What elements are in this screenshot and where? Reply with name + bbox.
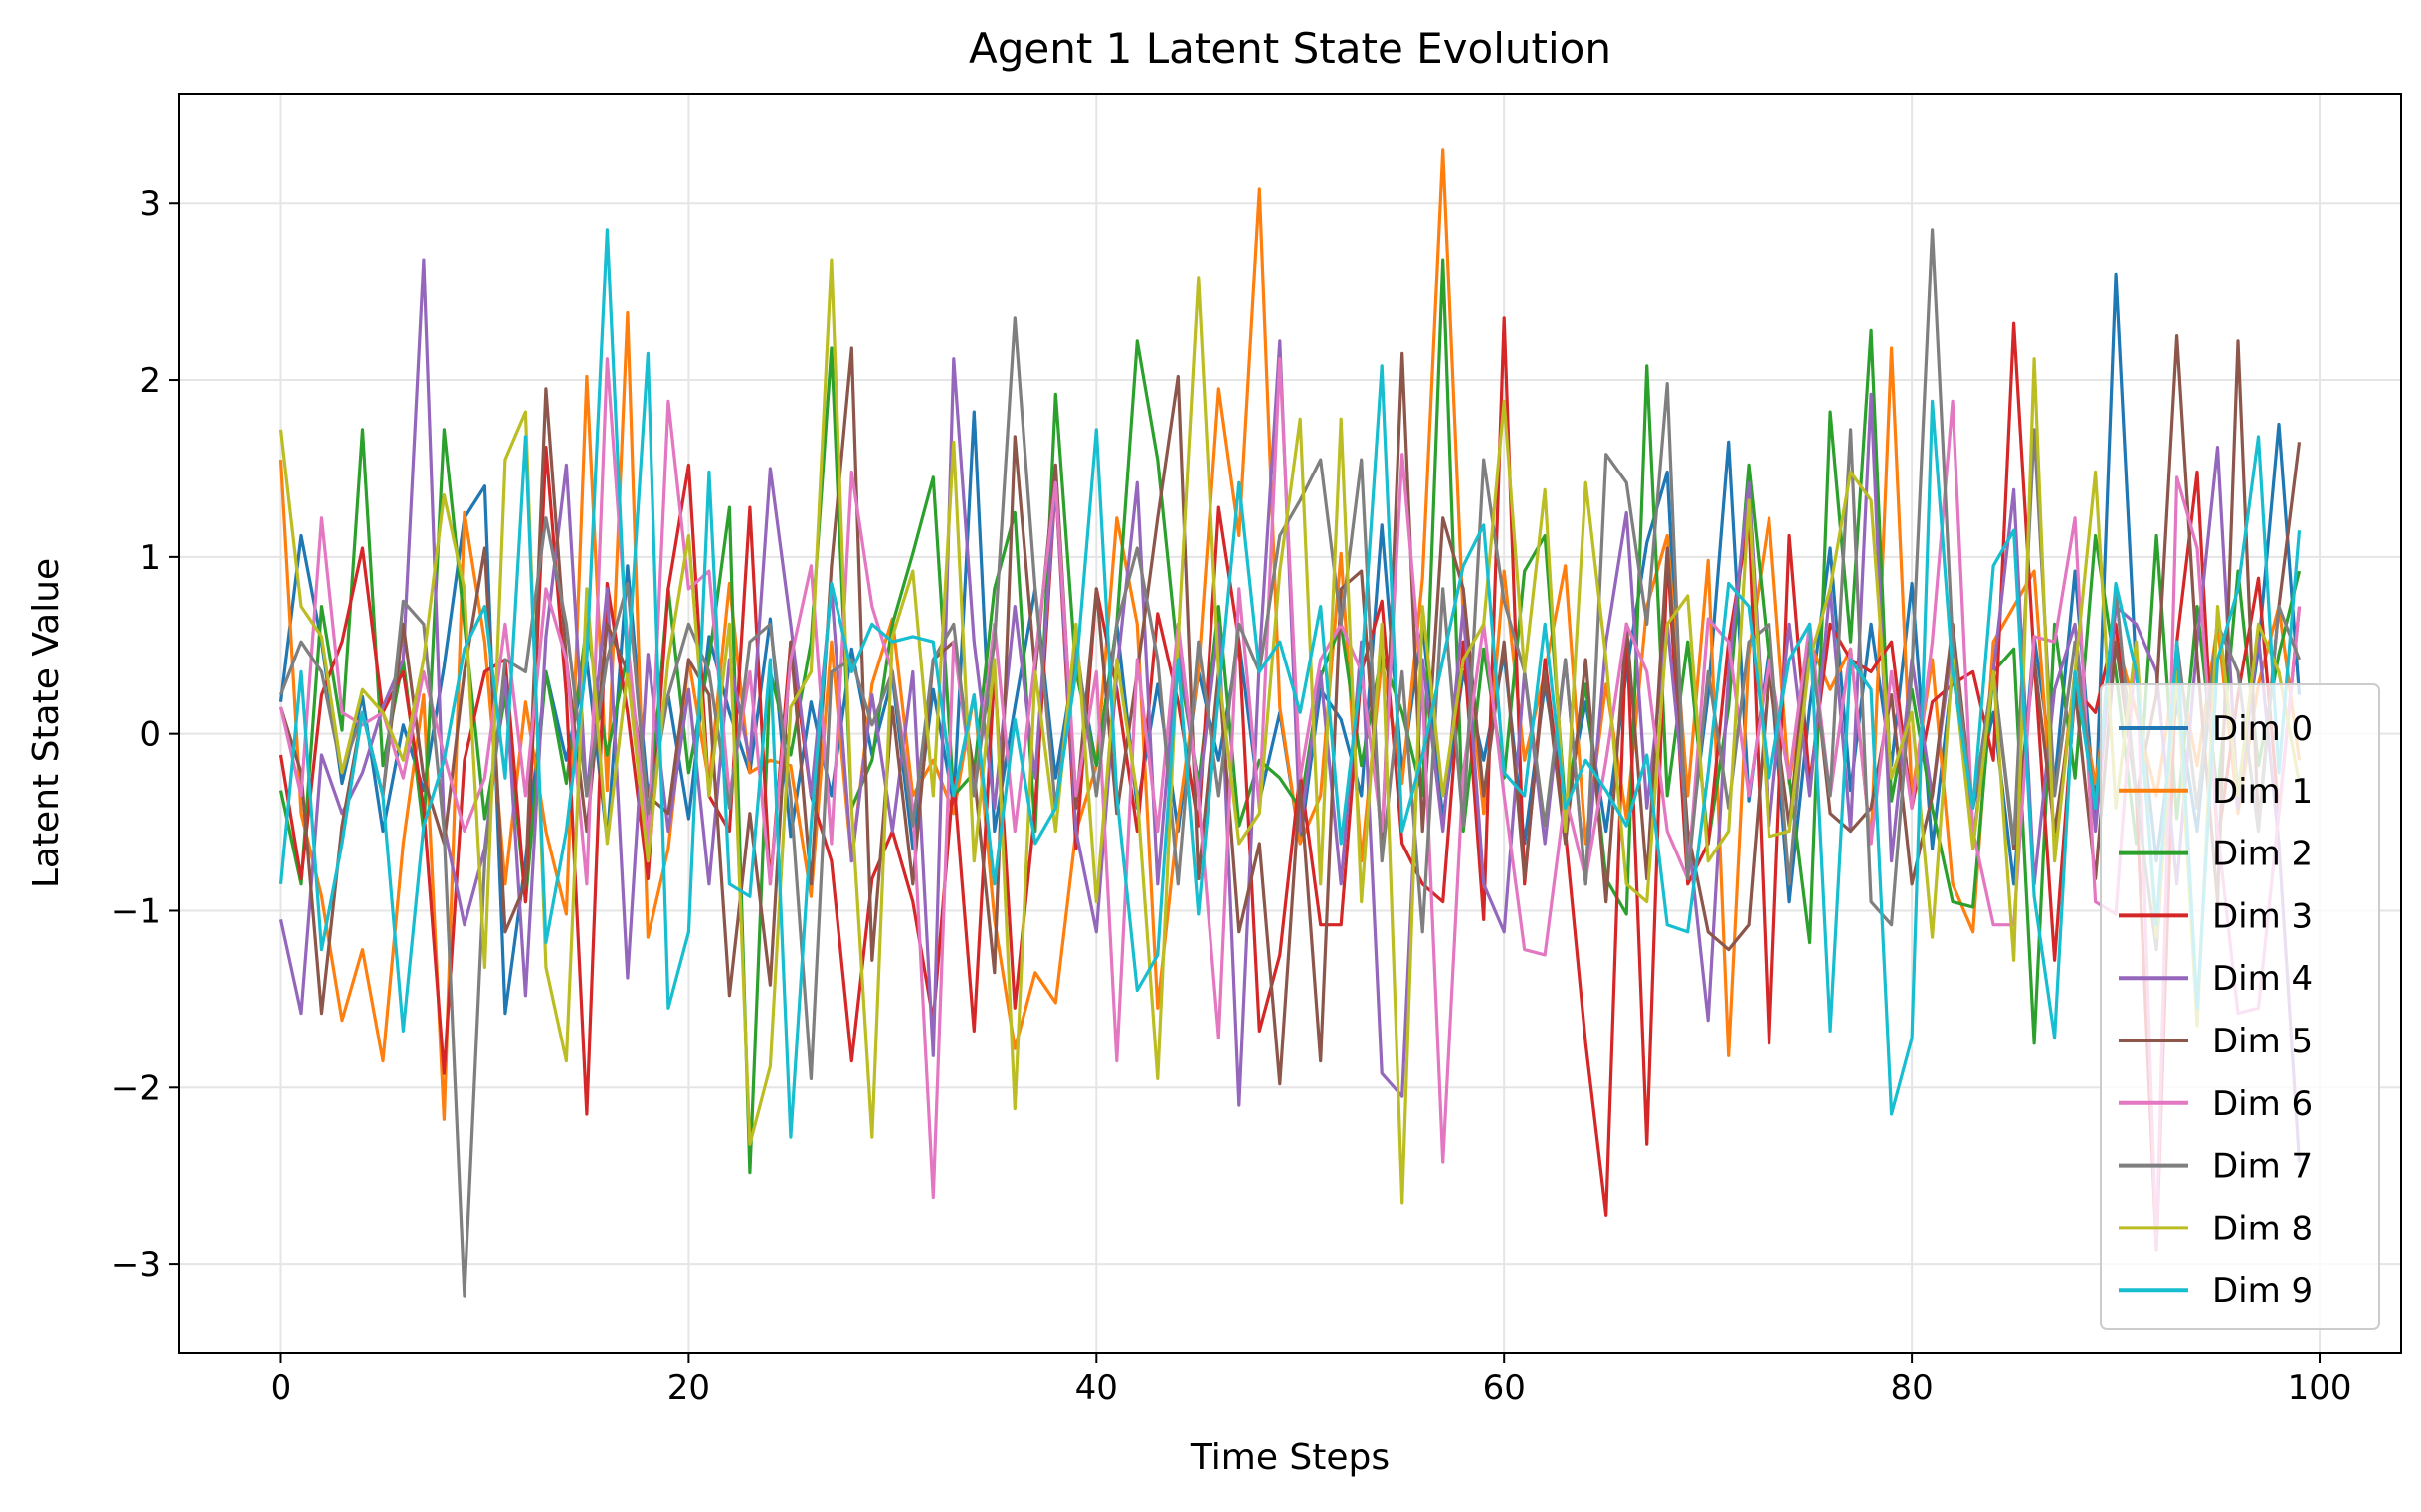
x-tick-label: 0 xyxy=(271,1368,292,1408)
y-tick-label: −2 xyxy=(111,1068,161,1108)
x-axis-ticks: 0 20 40 60 80 100 xyxy=(271,1353,2352,1408)
series-line-dim-8 xyxy=(279,258,2302,1205)
series-line-dim-1 xyxy=(279,148,2302,1121)
legend-entry-label: Dim 5 xyxy=(2212,1022,2313,1061)
legend-entry-label: Dim 9 xyxy=(2212,1271,2313,1311)
y-tick-label: 1 xyxy=(139,538,161,578)
x-tick-label: 20 xyxy=(667,1368,710,1408)
plot-frame xyxy=(178,93,2402,1354)
y-axis-ticks: −3 −2 −1 0 1 2 3 xyxy=(111,184,179,1285)
y-tick-label: 3 xyxy=(139,184,161,224)
legend-entry-label: Dim 2 xyxy=(2212,835,2313,874)
legend-entry-label: Dim 7 xyxy=(2212,1147,2313,1187)
legend-entry-label: Dim 1 xyxy=(2212,772,2313,812)
x-tick-label: 80 xyxy=(1890,1368,1933,1408)
legend-entry-label: Dim 6 xyxy=(2212,1084,2313,1124)
series-line-dim-7 xyxy=(279,228,2301,1298)
x-tick-label: 40 xyxy=(1075,1368,1118,1408)
legend: Dim 0 Dim 1 Dim 2 Dim 3 Dim 4 Dim 5 Dim 6 Dim 7… xyxy=(2100,683,2380,1330)
x-tick-label: 100 xyxy=(2288,1368,2352,1408)
legend-entry-label: Dim 3 xyxy=(2212,896,2313,936)
y-tick-label: −1 xyxy=(111,891,161,931)
x-tick-label: 60 xyxy=(1483,1368,1526,1408)
series-line-dim-6 xyxy=(279,357,2302,1252)
legend-box xyxy=(2100,683,2380,1330)
y-tick-label: 2 xyxy=(139,361,161,401)
y-tick-label: 0 xyxy=(139,715,161,755)
chart-title: Agent 1 Latent State Evolution xyxy=(969,24,1611,73)
legend-entry-label: Dim 0 xyxy=(2212,709,2313,749)
legend-entry-label: Dim 8 xyxy=(2212,1209,2313,1248)
x-axis-label: Time Steps xyxy=(1190,1437,1390,1478)
series-line-dim-9 xyxy=(279,228,2302,1139)
y-axis-label: Latent State Value xyxy=(26,558,67,888)
series-line-dim-2 xyxy=(279,258,2302,1175)
series-lines xyxy=(279,148,2302,1298)
legend-entry-label: Dim 4 xyxy=(2212,959,2313,999)
y-tick-label: −3 xyxy=(111,1245,161,1285)
